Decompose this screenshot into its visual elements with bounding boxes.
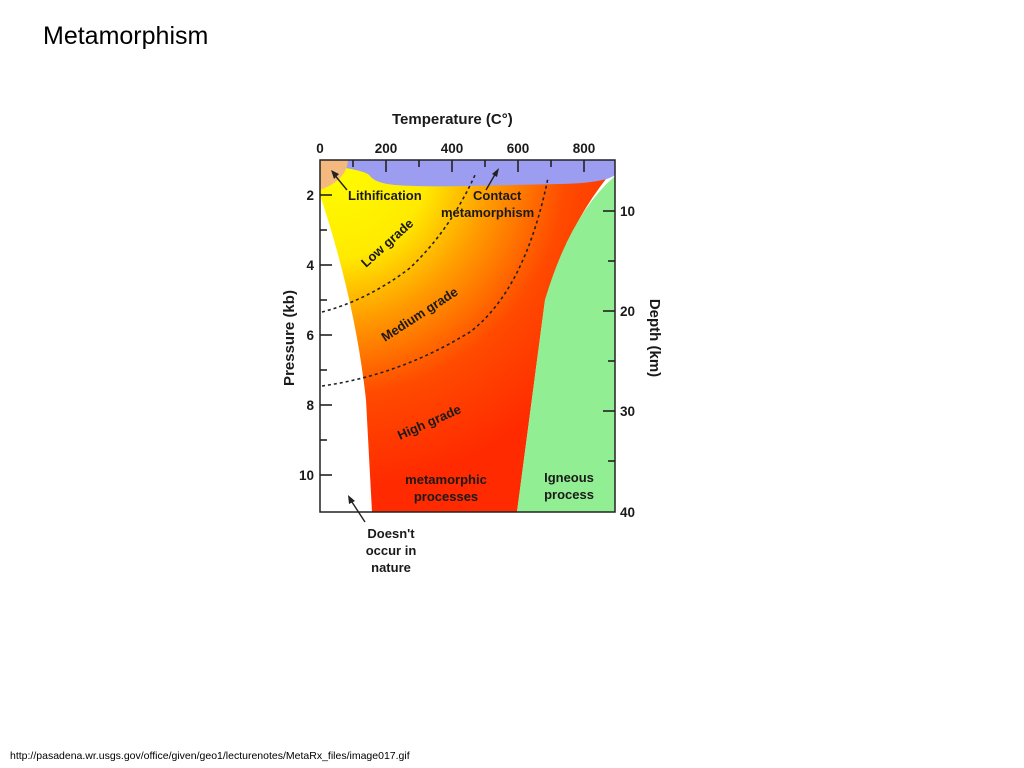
nature-label-line1: Doesn't: [367, 526, 415, 541]
top-axis: [352, 160, 585, 172]
low-medium-boundary: [321, 174, 476, 313]
right-axis: [603, 210, 615, 462]
temp-tick-800: 800: [573, 141, 596, 156]
metamorphic-label-line1: metamorphic: [405, 472, 487, 487]
temp-tick-0: 0: [316, 141, 324, 156]
metamorphic-region: [320, 160, 615, 512]
nature-label-line3: nature: [371, 560, 411, 575]
depth-tick-40: 40: [620, 505, 635, 520]
temp-tick-200: 200: [375, 141, 398, 156]
pressure-tick-10: 10: [299, 468, 314, 483]
depth-tick-30: 30: [620, 404, 635, 419]
metamorphic-label-line2: processes: [414, 489, 478, 504]
contact-label-line1: Contact: [473, 188, 522, 203]
temp-tick-600: 600: [507, 141, 530, 156]
igneous-label-line1: Igneous: [544, 470, 594, 485]
source-url: http://pasadena.wr.usgs.gov/office/given…: [10, 750, 410, 762]
nature-label-line2: occur in: [366, 543, 417, 558]
slide-title: Metamorphism: [43, 22, 209, 50]
medium-high-boundary: [321, 177, 549, 387]
temp-tick-400: 400: [441, 141, 464, 156]
temperature-axis-title: Temperature (C°): [392, 111, 513, 128]
pressure-tick-4: 4: [306, 258, 314, 273]
depth-tick-20: 20: [620, 304, 635, 319]
arrowheads: [331, 168, 499, 504]
plot-frame: [319, 159, 616, 513]
pressure-tick-2: 2: [306, 188, 314, 203]
depth-axis-title: Depth (km): [646, 299, 663, 377]
igneous-region: [517, 176, 615, 512]
left-axis: [320, 194, 332, 476]
nature-arrow: [349, 498, 366, 523]
contact-label-line2: metamorphism: [441, 205, 534, 220]
igneous-label-line2: process: [544, 487, 594, 502]
pressure-axis-title: Pressure (kb): [281, 290, 298, 386]
depth-tick-10: 10: [620, 204, 635, 219]
pressure-tick-6: 6: [306, 328, 314, 343]
lithification-label: Lithification: [348, 188, 422, 203]
pressure-tick-8: 8: [306, 398, 314, 413]
